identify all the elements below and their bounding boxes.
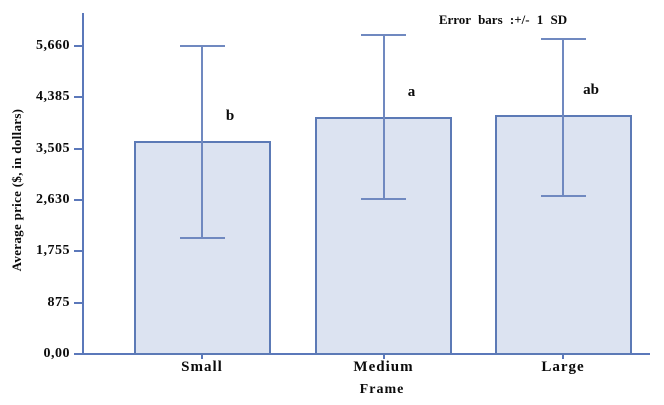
y-tick-label: 3,505: [36, 140, 70, 156]
error-bar-line: [382, 33, 385, 201]
y-tick-mark: [74, 199, 82, 201]
y-tick-label: 0,00: [43, 346, 70, 361]
significance-letter: a: [407, 83, 416, 100]
y-tick-label: 875: [47, 294, 70, 310]
error-bars-note: Error bars :+/- 1 SD: [438, 12, 568, 27]
significance-letter: b: [225, 107, 235, 124]
y-tick-label: 4,385: [36, 89, 70, 105]
x-category-label: Large: [541, 359, 585, 375]
y-tick-label: 1,755: [36, 243, 70, 259]
bar: [494, 115, 632, 355]
x-axis-title: Frame: [359, 382, 405, 397]
y-tick-mark: [74, 96, 82, 99]
y-tick-mark: [74, 250, 82, 253]
y-tick-mark: [74, 45, 82, 47]
error-bar-top-cap: [361, 33, 406, 36]
y-tick-label: 5,660: [36, 38, 70, 53]
y-tick-mark: [74, 147, 82, 150]
x-category-label: Small: [181, 359, 223, 375]
significance-letter: ab: [583, 82, 599, 99]
x-category-label: Medium: [353, 359, 414, 375]
error-bar-line: [562, 37, 564, 197]
error-bar-bottom-cap: [540, 194, 586, 197]
y-tick-mark: [74, 301, 82, 304]
x-tick-mark: [201, 355, 203, 359]
y-tick-mark: [74, 353, 82, 355]
error-bar-top-cap: [179, 44, 225, 47]
error-bar-bottom-cap: [361, 198, 406, 201]
error-bar-line: [201, 44, 203, 239]
y-tick-label: 2,630: [36, 192, 70, 207]
error-bar-top-cap: [540, 37, 586, 40]
y-axis-line: [82, 13, 84, 355]
error-bar-bottom-cap: [179, 236, 225, 239]
x-tick-mark: [562, 355, 564, 359]
x-tick-mark: [382, 355, 385, 359]
